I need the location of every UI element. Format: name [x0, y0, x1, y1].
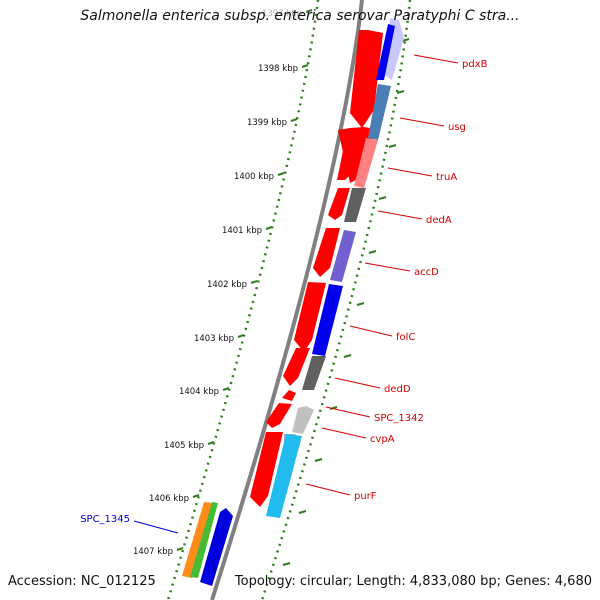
accession-label: Accession: NC_012125	[8, 574, 156, 589]
gene-dedA	[344, 188, 366, 222]
orf-arrow	[250, 432, 283, 507]
gene-label-usg: usg	[448, 122, 466, 133]
gene-label-leader	[321, 427, 367, 439]
outer-tick-mark	[356, 302, 365, 306]
kbp-tick-mark	[207, 441, 215, 445]
gene-accD	[330, 230, 356, 282]
gene-label-leader	[377, 210, 423, 220]
kbp-tick-label: 1405 kbp	[164, 441, 204, 451]
kbp-tick-mark	[277, 172, 285, 176]
gene-label-truA: truA	[436, 172, 457, 183]
kbp-tick-mark	[290, 118, 298, 122]
kbp-tick-label: 1400 kbp	[234, 172, 274, 182]
kbp-tick-label: 1397 kbp	[262, 9, 302, 19]
gene-label-leader	[349, 325, 393, 337]
gene-label-SPC_1345: SPC_1345	[80, 514, 130, 525]
outer-tick-mark	[396, 90, 405, 94]
accession-text: Accession: NC_012125	[8, 574, 156, 589]
kbp-tick-label: 1403 kbp	[194, 334, 234, 344]
gene-label-accD: accD	[414, 267, 439, 278]
gene-pdxB	[376, 24, 395, 80]
kbp-tick-mark	[222, 387, 230, 391]
gene-label-leader	[325, 406, 371, 418]
gene-SPC_1342	[292, 406, 314, 434]
kbp-tick-label: 1404 kbp	[179, 387, 219, 397]
gene-purF	[266, 434, 302, 518]
gene-label-leader	[364, 262, 411, 272]
kbp-tick-mark	[176, 547, 184, 551]
kbp-tick-mark	[250, 280, 258, 284]
gene-labels: pdxB usg truA dedA accD folC dedD SPC_1342 cvpA p…	[80, 54, 488, 534]
gene-label-SPC_1342: SPC_1342	[374, 413, 424, 424]
gene-label-leader	[334, 377, 381, 389]
orf-arrow	[282, 390, 296, 401]
outer-tick-mark	[298, 510, 307, 514]
outer-tick-mark	[368, 250, 377, 254]
outer-tick-mark	[314, 458, 323, 462]
kbp-tick-label: 1401 kbp	[222, 226, 262, 236]
orf-arrow	[283, 348, 310, 386]
gene-usg	[368, 84, 391, 140]
map-title: Salmonella enterica subsp. enterica sero…	[80, 8, 520, 24]
gene-label-dedD: dedD	[384, 384, 411, 395]
genome-backbone	[210, 0, 364, 600]
outer-tick-mark	[388, 144, 397, 148]
gene-label-dedA: dedA	[426, 215, 452, 226]
outer-tick-mark	[378, 196, 387, 200]
gene-label-leader	[413, 54, 459, 64]
orf-arrow	[313, 228, 340, 277]
gene-label-purF: purF	[354, 491, 377, 502]
kbp-tick-mark	[265, 226, 273, 230]
kbp-tick-mark	[237, 334, 245, 338]
gene-folC	[312, 284, 343, 356]
orf-arrow	[266, 403, 292, 428]
kbp-dotted-ring	[166, 0, 320, 600]
kbp-tick-mark	[305, 9, 313, 13]
features	[182, 18, 404, 586]
kbp-tick-label: 1398 kbp	[258, 64, 298, 74]
kbp-tick-mark	[301, 64, 309, 68]
gene-label-cvpA: cvpA	[370, 434, 395, 445]
gene-label-folC: folC	[396, 332, 415, 343]
gene-label-leader	[305, 483, 351, 496]
gene-SPC_1345-green	[190, 502, 218, 578]
orf-arrow	[328, 188, 350, 220]
gene-label-leader	[399, 117, 445, 127]
gene-label-leader	[387, 167, 433, 177]
gene-SPC_1345	[200, 508, 233, 586]
topology-label: Topology: circular; Length: 4,833,080 bp…	[234, 574, 592, 589]
gene-SPC_1345-orange	[182, 502, 212, 578]
kbp-tick-label: 1406 kbp	[149, 494, 189, 504]
orf-arrow	[337, 136, 360, 180]
gene-label-pdxB: pdxB	[462, 59, 488, 70]
outer-tick-mark	[343, 354, 352, 358]
kbp-tick-label: 1407 kbp	[133, 547, 173, 557]
kbp-ticks: 1397 kbp 1398 kbp 1399 kbp 1400 kbp 1401 kbp…	[133, 9, 410, 566]
gene-label-leader	[133, 520, 179, 534]
gene-truA	[354, 138, 378, 188]
outer-tick-mark	[282, 562, 291, 566]
topology-text: Topology: circular; Length: 4,833,080 bp…	[235, 574, 592, 589]
kbp-tick-label: 1402 kbp	[207, 280, 247, 290]
kbp-tick-mark	[192, 494, 200, 498]
kbp-tick-label: 1399 kbp	[247, 118, 287, 128]
outer-dotted-ring	[260, 0, 412, 600]
orf-arrow	[294, 282, 326, 352]
gene-dedD	[302, 356, 326, 390]
